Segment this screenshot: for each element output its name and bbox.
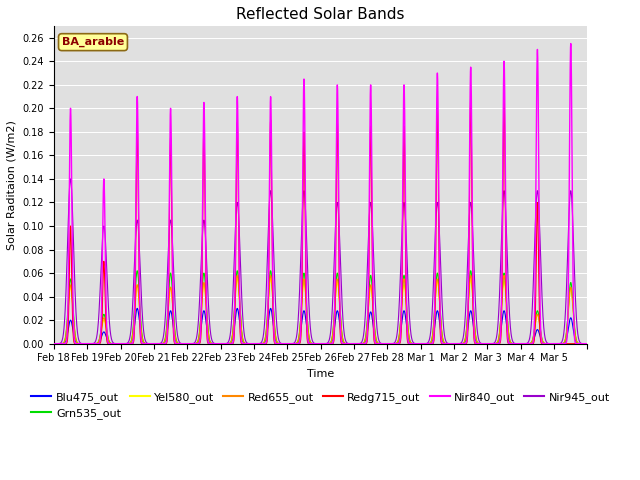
Grn535_out: [457, 341, 465, 347]
Redg715_out: [375, 341, 383, 347]
Red655_out: [584, 341, 591, 347]
Yel580_out: [301, 283, 308, 289]
Line: Red655_out: Red655_out: [54, 276, 588, 344]
Nir840_out: [255, 341, 262, 347]
Blu475_out: [361, 339, 369, 345]
Blu475_out: [376, 341, 383, 347]
Nir840_out: [50, 341, 58, 347]
Blu475_out: [133, 305, 141, 311]
Grn535_out: [301, 275, 308, 280]
Title: Reflected Solar Bands: Reflected Solar Bands: [236, 7, 405, 22]
Y-axis label: Solar Raditaion (W/m2): Solar Raditaion (W/m2): [7, 120, 17, 250]
Red655_out: [361, 338, 369, 344]
Red655_out: [500, 273, 508, 278]
Yel580_out: [376, 341, 383, 347]
Nir840_out: [68, 255, 76, 261]
X-axis label: Time: Time: [307, 369, 334, 379]
Blu475_out: [584, 341, 591, 347]
Legend: Blu475_out, Grn535_out, Yel580_out, Red655_out, Redg715_out, Nir840_out, Nir945_: Blu475_out, Grn535_out, Yel580_out, Red6…: [27, 387, 614, 424]
Nir945_out: [584, 341, 591, 347]
Grn535_out: [584, 341, 591, 347]
Redg715_out: [68, 309, 76, 315]
Grn535_out: [68, 294, 76, 300]
Line: Nir840_out: Nir840_out: [54, 44, 588, 344]
Grn535_out: [376, 341, 383, 347]
Red655_out: [301, 279, 308, 285]
Redg715_out: [301, 166, 308, 171]
Blu475_out: [50, 341, 58, 347]
Nir945_out: [255, 341, 263, 347]
Nir945_out: [361, 319, 369, 325]
Red655_out: [50, 341, 58, 347]
Nir945_out: [67, 176, 74, 182]
Blu475_out: [68, 324, 76, 330]
Red655_out: [375, 341, 383, 347]
Red655_out: [68, 299, 76, 304]
Nir840_out: [301, 112, 308, 118]
Nir945_out: [301, 193, 308, 199]
Yel580_out: [68, 300, 76, 306]
Text: BA_arable: BA_arable: [62, 37, 124, 47]
Nir945_out: [50, 341, 58, 347]
Yel580_out: [361, 338, 369, 344]
Blu475_out: [457, 341, 465, 347]
Redg715_out: [500, 94, 508, 99]
Nir840_out: [584, 341, 591, 347]
Nir945_out: [376, 338, 383, 344]
Blu475_out: [301, 310, 308, 316]
Yel580_out: [584, 341, 591, 347]
Line: Blu475_out: Blu475_out: [54, 308, 588, 344]
Red655_out: [457, 341, 465, 347]
Nir945_out: [457, 340, 465, 346]
Redg715_out: [584, 341, 591, 347]
Nir840_out: [567, 41, 575, 47]
Redg715_out: [361, 341, 369, 347]
Nir840_out: [361, 341, 369, 347]
Redg715_out: [457, 341, 465, 347]
Blu475_out: [255, 341, 263, 347]
Grn535_out: [255, 341, 263, 347]
Nir840_out: [375, 341, 383, 347]
Yel580_out: [50, 341, 58, 347]
Yel580_out: [234, 276, 241, 282]
Line: Nir945_out: Nir945_out: [54, 179, 588, 344]
Nir945_out: [68, 209, 76, 215]
Grn535_out: [361, 338, 369, 344]
Line: Redg715_out: Redg715_out: [54, 96, 588, 344]
Nir840_out: [457, 341, 465, 347]
Grn535_out: [133, 268, 141, 274]
Line: Grn535_out: Grn535_out: [54, 271, 588, 344]
Yel580_out: [255, 341, 263, 347]
Grn535_out: [50, 341, 58, 347]
Red655_out: [255, 341, 262, 347]
Yel580_out: [457, 341, 465, 347]
Line: Yel580_out: Yel580_out: [54, 279, 588, 344]
Redg715_out: [550, 341, 558, 347]
Redg715_out: [255, 341, 262, 347]
Redg715_out: [50, 341, 58, 347]
